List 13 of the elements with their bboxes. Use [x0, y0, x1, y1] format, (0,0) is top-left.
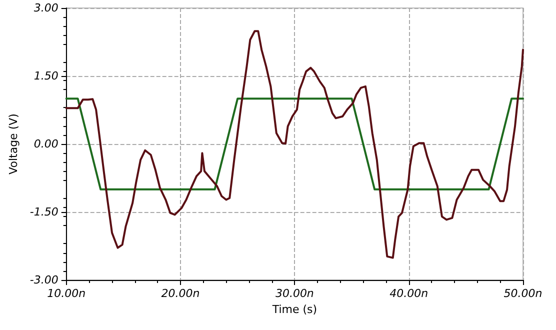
- y-tick-label: 0.00: [34, 138, 58, 150]
- x-tick-label: 30.00n: [275, 287, 314, 300]
- x-tick-label: 50.00n: [504, 287, 542, 300]
- y-tick-label: 1.50: [34, 70, 58, 82]
- y-tick-label: -3.00: [30, 274, 58, 286]
- x-tick-label: 10.00n: [47, 287, 86, 300]
- x-axis-title: Time (s): [271, 303, 318, 316]
- y-tick-label: 3.00: [34, 2, 58, 14]
- x-tick-label: 40.00n: [390, 287, 428, 300]
- y-tick-label: -1.50: [30, 206, 58, 218]
- x-tick-label: 20.00n: [161, 287, 200, 300]
- line-series: [65, 30, 524, 259]
- y-axis-title: Voltage (V): [7, 114, 20, 174]
